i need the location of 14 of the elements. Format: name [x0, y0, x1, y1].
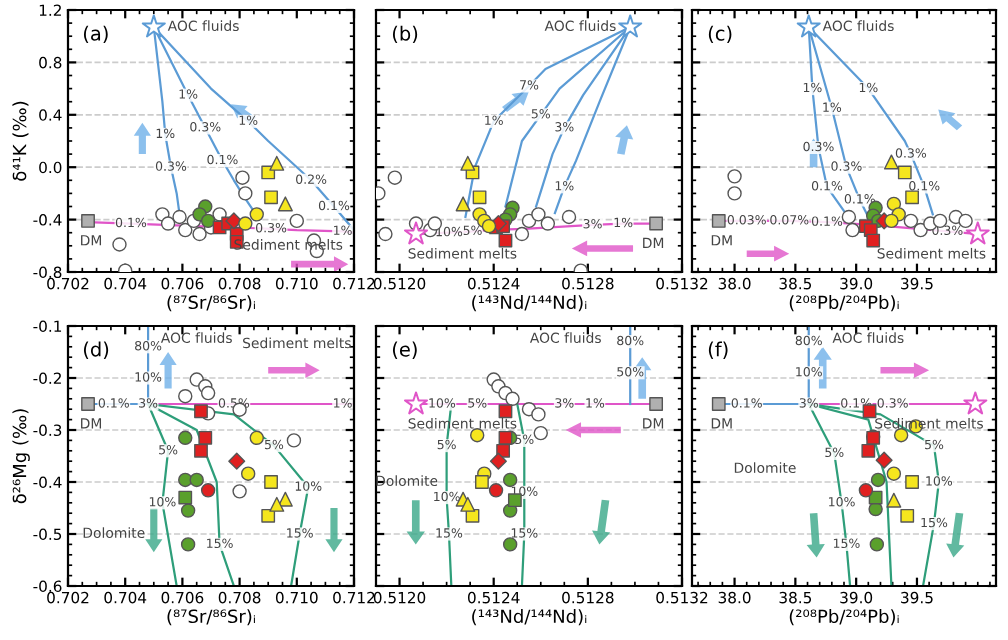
x-axis-title: (⁸⁷Sr/⁸⁶Sr)ᵢ [167, 609, 255, 626]
text: (a) [83, 25, 108, 44]
x-axis-title: (¹⁴³Nd/¹⁴⁴Nd)ᵢ [472, 609, 587, 626]
text: (f) [708, 341, 728, 359]
x-axis-title: (²⁰⁸Pb/²⁰⁴Pb)ᵢ [789, 609, 899, 626]
text: (c) [708, 25, 732, 44]
text: (d) [83, 341, 109, 359]
x-axis-title: (¹⁴³Nd/¹⁴⁴Nd)ᵢ [472, 295, 587, 312]
y-axis-title: δ⁴¹K (‰) [12, 101, 29, 181]
text: (e) [392, 341, 417, 359]
x-axis-title: (⁸⁷Sr/⁸⁶Sr)ᵢ [167, 295, 255, 312]
y-axis-title: δ²⁶Mg (‰) [12, 409, 30, 504]
x-axis-title: (²⁰⁸Pb/²⁰⁴Pb)ᵢ [789, 295, 899, 312]
text: (b) [392, 25, 418, 44]
